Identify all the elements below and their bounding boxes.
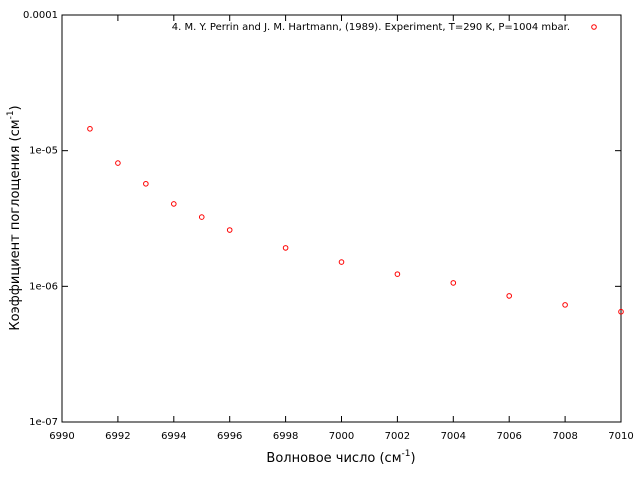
x-tick-label: 7006 — [496, 431, 521, 442]
x-tick-label: 7004 — [441, 431, 466, 442]
x-tick-label: 7008 — [552, 431, 577, 442]
x-tick-label: 6990 — [49, 431, 74, 442]
legend-marker — [591, 24, 597, 30]
y-tick-label: 1e-07 — [29, 417, 58, 428]
x-tick-label: 7010 — [608, 431, 633, 442]
x-tick-label: 6994 — [161, 431, 186, 442]
y-tick-label: 1e-06 — [29, 281, 58, 292]
data-point — [143, 180, 149, 187]
data-point — [506, 293, 513, 299]
x-axis-label: Волновое число (см-1) — [266, 449, 415, 466]
x-tick-label: 6996 — [217, 431, 242, 442]
plot-border — [61, 14, 622, 423]
x-tick-label: 7000 — [329, 431, 354, 442]
y-tick-label: 1e-05 — [29, 146, 58, 157]
data-point — [198, 214, 205, 220]
data-point — [171, 201, 177, 207]
data-point — [226, 227, 233, 233]
y-tick-label: 0.0001 — [23, 10, 58, 21]
x-tick-label: 7002 — [385, 431, 410, 442]
x-tick-label: 6992 — [105, 431, 130, 442]
data-point — [338, 259, 345, 265]
legend-label: 4. M. Y. Perrin and J. M. Hartmann, (198… — [172, 22, 570, 33]
data-point — [115, 160, 121, 166]
data-point — [562, 302, 568, 308]
data-point — [87, 125, 93, 132]
data-point — [618, 308, 624, 315]
y-axis-label: Коэффициент поглощения (см-1) — [6, 105, 23, 330]
data-point — [450, 280, 457, 286]
data-point — [394, 271, 401, 277]
x-tick-label: 6998 — [273, 431, 298, 442]
data-point — [282, 245, 289, 251]
